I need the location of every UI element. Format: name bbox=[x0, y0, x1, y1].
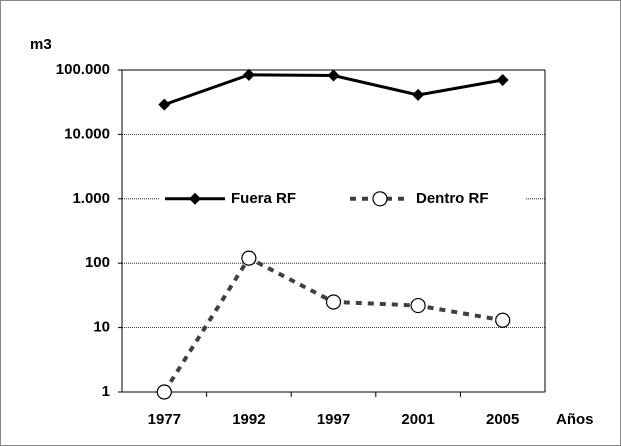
diamond-marker bbox=[412, 88, 425, 101]
x-tick-label: 2001 bbox=[401, 411, 434, 428]
x-tick-label: 2005 bbox=[486, 411, 519, 428]
diamond-marker bbox=[327, 69, 340, 82]
y-tick-label: 1 bbox=[102, 383, 110, 400]
circle-marker bbox=[241, 250, 257, 266]
diamond-marker bbox=[496, 73, 509, 86]
y-tick-label: 10 bbox=[93, 319, 110, 336]
diamond-marker bbox=[242, 68, 255, 81]
y-tick-label: 100 bbox=[85, 254, 110, 271]
y-axis-label: m3 bbox=[30, 36, 52, 53]
legend-marker bbox=[372, 191, 388, 207]
legend-marker bbox=[189, 192, 201, 205]
x-tick-label: 1977 bbox=[148, 411, 181, 428]
circle-marker bbox=[410, 297, 426, 314]
x-tick-label: 1997 bbox=[317, 411, 350, 428]
legend-label: Dentro RF bbox=[416, 190, 489, 207]
y-tick-label: 10.000 bbox=[64, 125, 110, 142]
circle-marker bbox=[156, 384, 172, 400]
diamond-marker bbox=[158, 98, 171, 111]
y-tick-label: 1.000 bbox=[72, 190, 110, 207]
circle-marker bbox=[495, 312, 511, 328]
x-axis-label: Años bbox=[556, 411, 594, 428]
y-tick-label: 100.000 bbox=[56, 61, 110, 78]
x-tick-label: 1992 bbox=[232, 411, 265, 428]
legend-label: Fuera RF bbox=[231, 190, 296, 207]
circle-marker bbox=[325, 294, 342, 310]
